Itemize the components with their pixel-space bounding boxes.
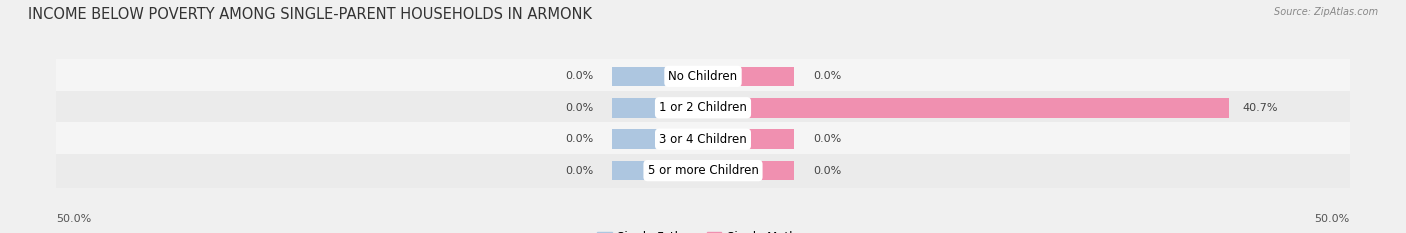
Text: 50.0%: 50.0% — [1315, 214, 1350, 224]
Text: No Children: No Children — [668, 70, 738, 83]
Text: 0.0%: 0.0% — [565, 134, 593, 144]
Text: 1 or 2 Children: 1 or 2 Children — [659, 101, 747, 114]
Bar — [613, 130, 703, 149]
Bar — [56, 154, 1350, 188]
Bar — [703, 98, 1229, 117]
Bar — [613, 161, 703, 180]
Text: 0.0%: 0.0% — [565, 103, 593, 113]
Text: 40.7%: 40.7% — [1243, 103, 1278, 113]
Bar — [613, 67, 703, 86]
Text: 0.0%: 0.0% — [565, 71, 593, 81]
Bar — [56, 91, 1350, 125]
Bar — [703, 161, 793, 180]
Text: 50.0%: 50.0% — [56, 214, 91, 224]
Bar — [56, 122, 1350, 156]
Text: 0.0%: 0.0% — [813, 166, 841, 176]
Text: 0.0%: 0.0% — [813, 71, 841, 81]
Text: 0.0%: 0.0% — [565, 166, 593, 176]
Bar — [703, 130, 793, 149]
Bar — [703, 67, 793, 86]
Text: 5 or more Children: 5 or more Children — [648, 164, 758, 177]
Bar — [56, 59, 1350, 93]
Text: 0.0%: 0.0% — [813, 134, 841, 144]
Legend: Single Father, Single Mother: Single Father, Single Mother — [593, 227, 813, 233]
Bar — [613, 98, 703, 117]
Text: 3 or 4 Children: 3 or 4 Children — [659, 133, 747, 146]
Text: Source: ZipAtlas.com: Source: ZipAtlas.com — [1274, 7, 1378, 17]
Text: INCOME BELOW POVERTY AMONG SINGLE-PARENT HOUSEHOLDS IN ARMONK: INCOME BELOW POVERTY AMONG SINGLE-PARENT… — [28, 7, 592, 22]
